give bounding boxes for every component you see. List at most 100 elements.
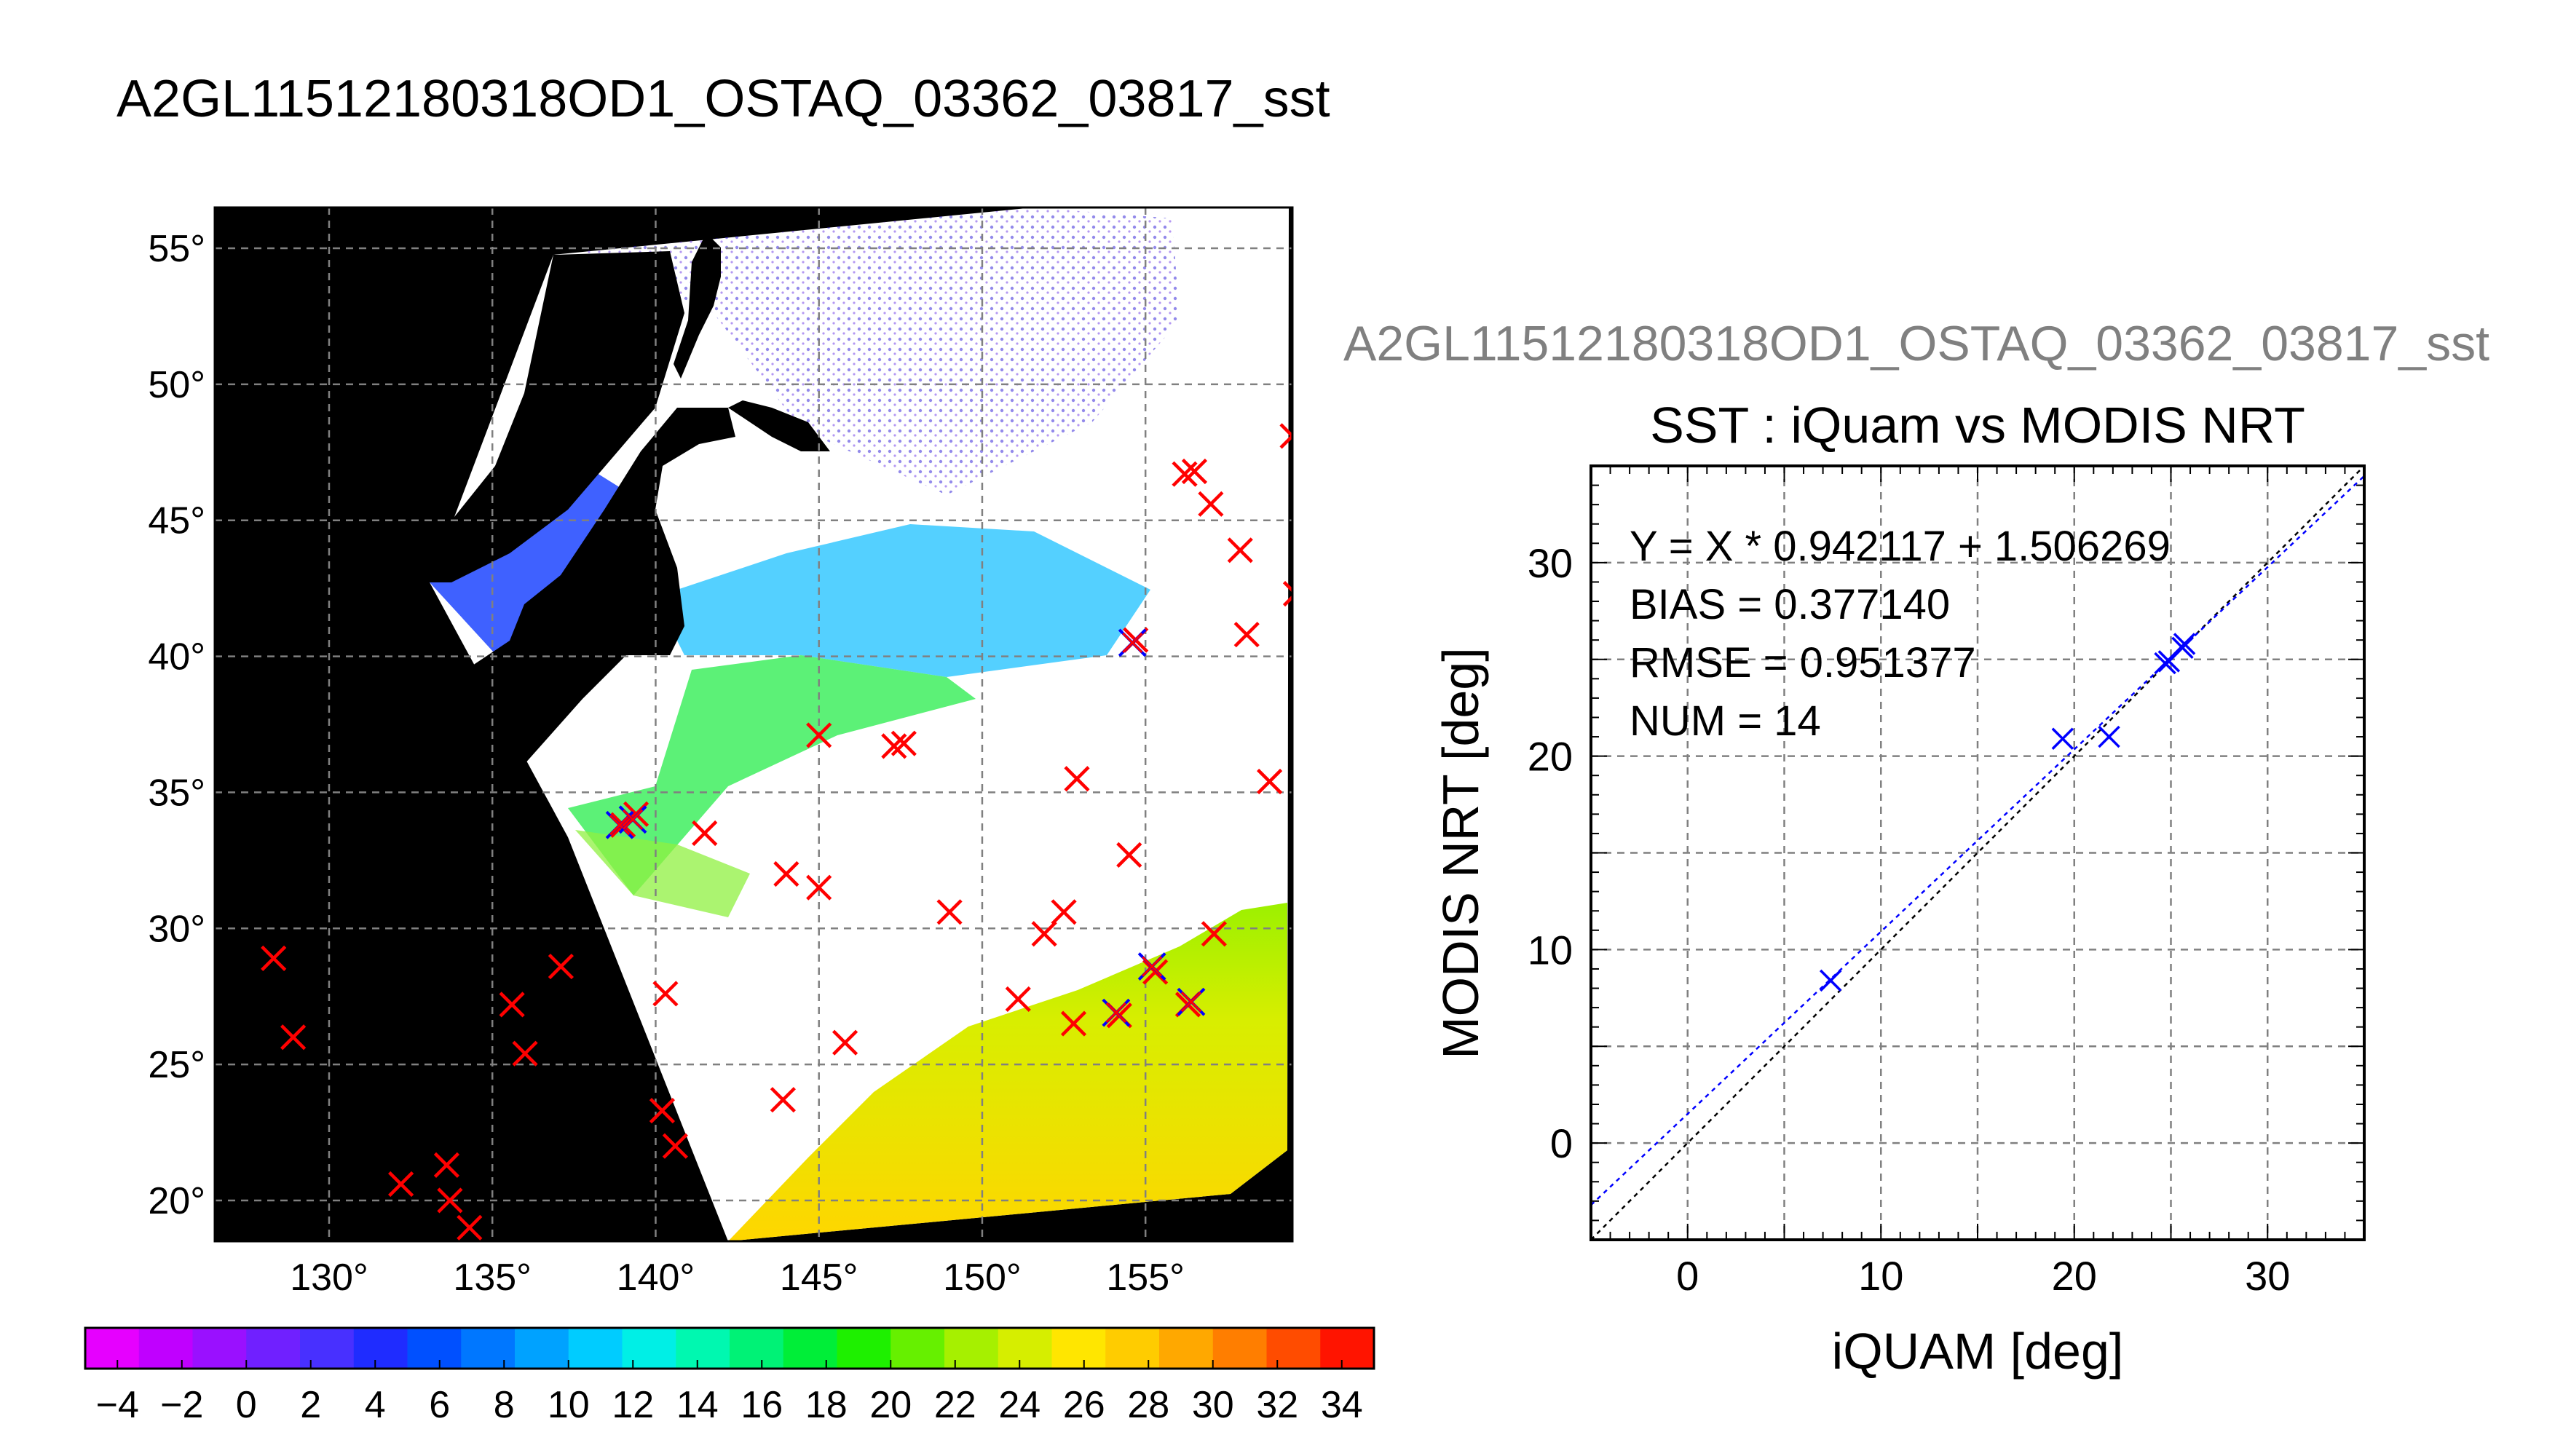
land-mainland [430,251,684,582]
insitu-marker [1031,921,1057,947]
stats-line-4: NUM = 14 [1630,697,1821,745]
insitu-marker [891,730,917,756]
insitu-marker [512,1040,538,1067]
insitu-marker [662,1133,688,1159]
map-frame [213,206,1294,1243]
stats-line-1: Y = X * 0.942117 + 1.506269 [1630,523,2171,570]
stats-line-3: RMSE = 0.951377 [1630,639,1976,687]
insitu-marker [280,1024,307,1051]
colorbar-segment [353,1328,408,1369]
lat-tick-label: 25° [148,1044,205,1086]
lon-tick-label: 155° [1106,1257,1185,1299]
colorbar-segment [407,1328,462,1369]
fit-lines [1591,466,2364,1240]
scatter-point [2173,633,2196,655]
colorbar-tick-label: 30 [1192,1384,1234,1426]
scatter-points [1819,633,2196,992]
lat-tick-label: 45° [148,500,205,542]
colorbar-segment [837,1328,891,1369]
lime-sst-band [575,830,750,917]
insitu-marker [649,1098,676,1124]
green-sst-band [568,655,976,895]
insitu-marker [770,1087,796,1113]
insitu-marker [433,1152,460,1178]
colorbar-tick-label: −4 [96,1384,139,1426]
lat-tick-label: 30° [148,908,205,950]
matchup-marker-overlay [1122,632,1143,653]
cold-sea-patch [583,207,1180,495]
colorbar-segment [783,1328,838,1369]
colorbar-tick-label: 24 [998,1384,1040,1426]
fit-line [1591,475,2364,1206]
colorbar-segment [246,1328,301,1369]
matchup-marker-overlay [1105,1002,1126,1024]
y-tick-label: 30 [1528,540,1573,586]
map-swath [430,207,1289,1241]
colorbar-segment [1266,1328,1321,1369]
stats-line-2: BIAS = 0.377140 [1630,581,1950,628]
colorbar-tick-label: 2 [300,1384,321,1426]
colorbar-tick-label: 4 [365,1384,386,1426]
insitu-marker [1181,458,1208,485]
lat-tick-label: 40° [148,636,205,678]
scatter-grid [1591,466,2364,1240]
colorbar-segment [622,1328,676,1369]
x-tick-label: 0 [1676,1253,1699,1299]
insitu-marker [1142,959,1169,985]
insitu-marker [548,953,574,980]
matchup-marker-overlay [1142,956,1163,977]
insitu-marker [1116,842,1142,868]
lon-tick-label: 130° [290,1257,368,1299]
land-sakhalin [674,233,721,379]
insitu-marker [1051,899,1077,925]
insitu-marker [1172,461,1198,487]
cyan-sst-band [655,524,1150,677]
colorbar-segment [461,1328,516,1369]
colorbar-segment [138,1328,194,1369]
scatter-title: SST : iQuam vs MODIS NRT [1650,397,2305,454]
insitu-marker [457,1214,483,1241]
y-axis-label: MODIS NRT [deg] [1432,647,1489,1059]
insitu-marker [1005,986,1031,1013]
colorbar-tick-label: 16 [741,1384,783,1426]
colorbar-segment [1212,1328,1268,1369]
colorbar-segment [1320,1328,1375,1369]
matchup-marker-overlay [609,815,631,836]
colorbar-tick-label: 10 [548,1384,590,1426]
colorbar-tick-label: 34 [1321,1384,1363,1426]
insitu-marker [652,981,679,1007]
lon-tick-label: 135° [453,1257,532,1299]
scatter-subtitle: A2GL11512180318OD1_OSTAQ_03362_03817_sst [1343,316,2489,371]
colorbar-tick-label: 12 [612,1384,654,1426]
colorbar-tick-label: −2 [160,1384,203,1426]
map-tick-labels: 130° 135° 140° 145° 150° 155° 55° 50° 45° 40° 35° 3… [148,228,1185,1299]
insitu-marker [388,1171,414,1198]
colorbar-tick-label: 26 [1063,1384,1105,1426]
insitu-marker [1201,921,1227,947]
scatter-point [2051,727,2074,750]
colorbar-segment [192,1328,247,1369]
colorbar-tick-label: 32 [1256,1384,1298,1426]
insitu-marker [1257,768,1283,795]
map-grid [215,207,1292,1241]
matchup-marker-overlay [622,809,644,830]
figure-title: A2GL11512180318OD1_OSTAQ_03362_03817_sst [117,70,1330,128]
lat-tick-label: 50° [148,364,205,406]
insitu-marker [881,733,907,759]
insitu-marker [1282,581,1292,607]
scatter-point [2098,725,2120,748]
x-tick-label: 30 [2245,1253,2290,1299]
lat-tick-label: 55° [148,228,205,270]
colorbar-tick-label: 8 [494,1384,515,1426]
matchup-marker-overlay [1180,992,1202,1013]
colorbar-tick-label: 14 [676,1384,719,1426]
insitu-marker [1064,766,1090,792]
insitu-marker [936,899,963,925]
warm-sst-region [728,903,1287,1241]
insitu-marker [437,1187,463,1214]
y-tick-label: 20 [1528,734,1573,780]
colorbar-tick-label: 18 [805,1384,848,1426]
insitu-marker [261,945,287,971]
y-tick-label: 10 [1528,927,1573,973]
y-tick-label: 0 [1550,1120,1573,1166]
